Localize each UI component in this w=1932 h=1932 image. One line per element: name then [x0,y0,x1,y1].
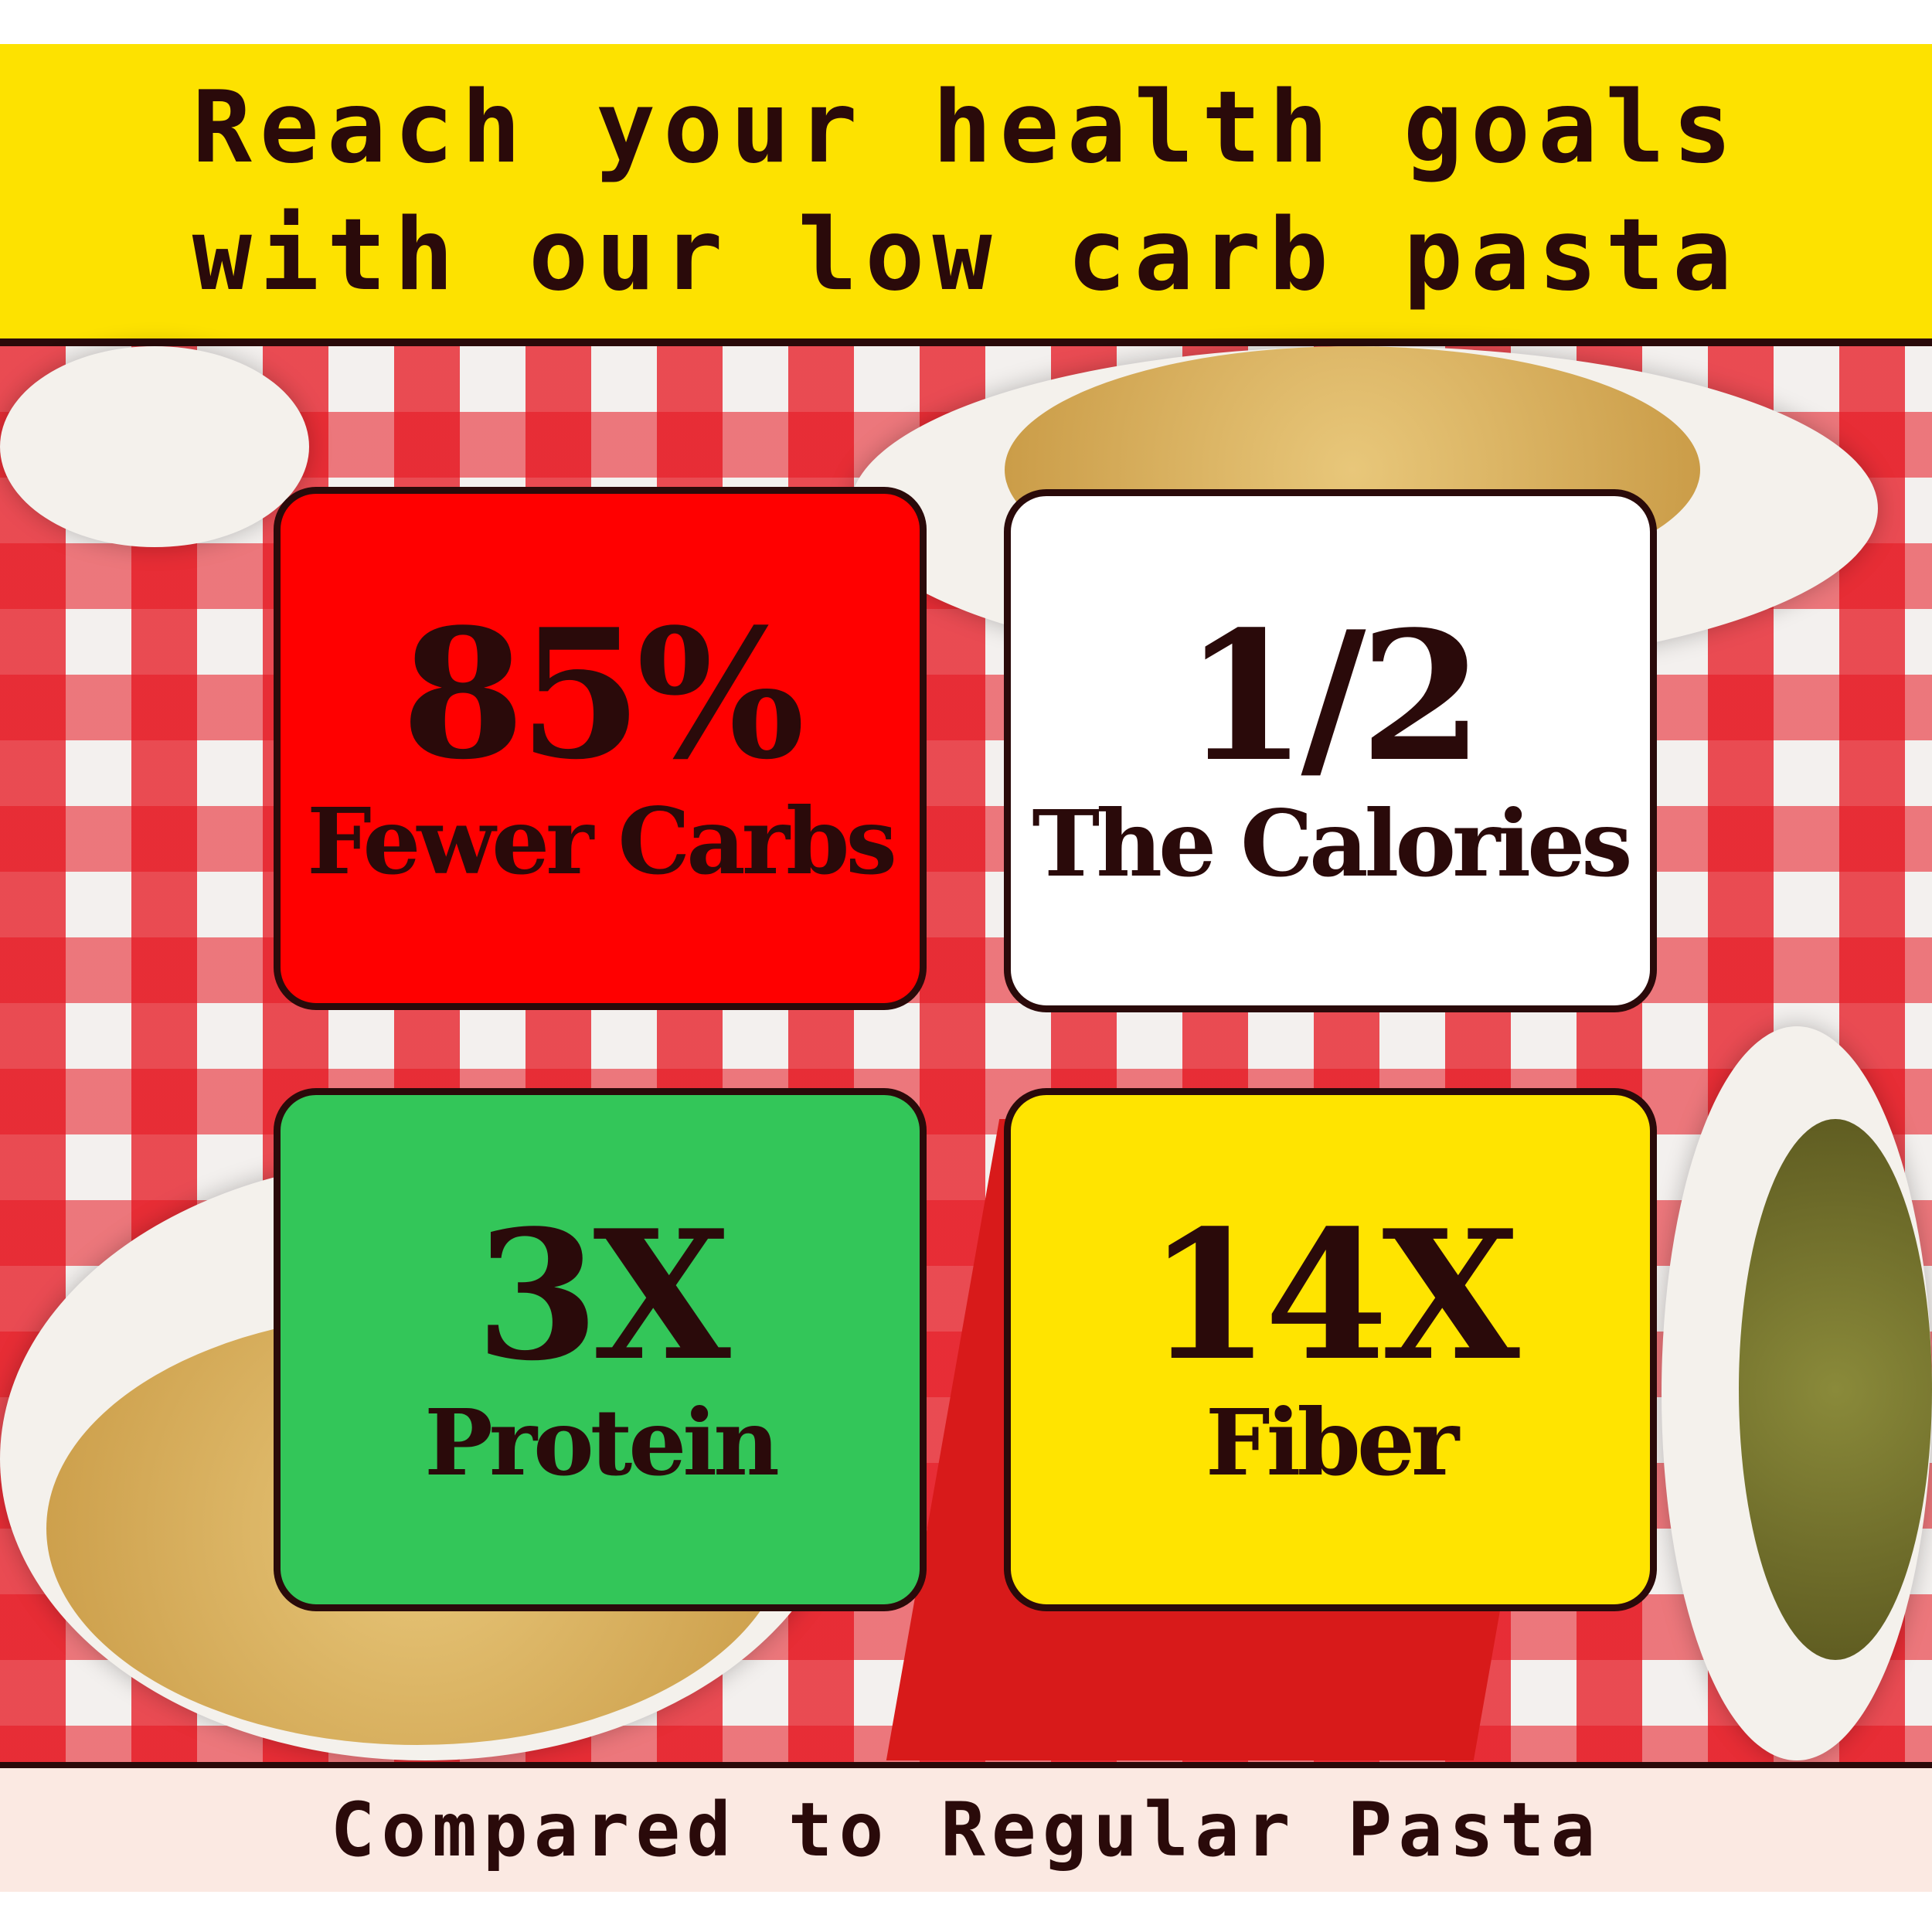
card-calories: 1/2 The Calories [1004,489,1657,1012]
plate-top-left [0,346,309,547]
card-label: Protein [424,1388,780,1496]
card-label: Fiber [1205,1388,1459,1496]
card-value: 1/2 [1183,592,1483,801]
footer-banner: Compared to Regular Pasta [0,1762,1932,1892]
card-value: 14X [1147,1191,1520,1400]
card-value: 85% [401,590,805,799]
card-fiber: 14X Fiber [1004,1088,1657,1611]
card-protein: 3X Protein [274,1088,927,1611]
card-label: The Calories [1032,789,1632,897]
card-value: 3X [475,1191,730,1400]
footer-text: Compared to Regular Pasta [330,1787,1602,1873]
fusilli-pesto [1739,1119,1932,1660]
card-label: Fewer Carbs [307,787,897,895]
headline-line-1: Reach your health goals [192,70,1740,185]
headline-line-2: with our low carb pasta [192,197,1740,313]
header-banner: Reach your health goals with our low car… [0,44,1932,346]
card-fewer-carbs: 85% Fewer Carbs [274,487,927,1010]
